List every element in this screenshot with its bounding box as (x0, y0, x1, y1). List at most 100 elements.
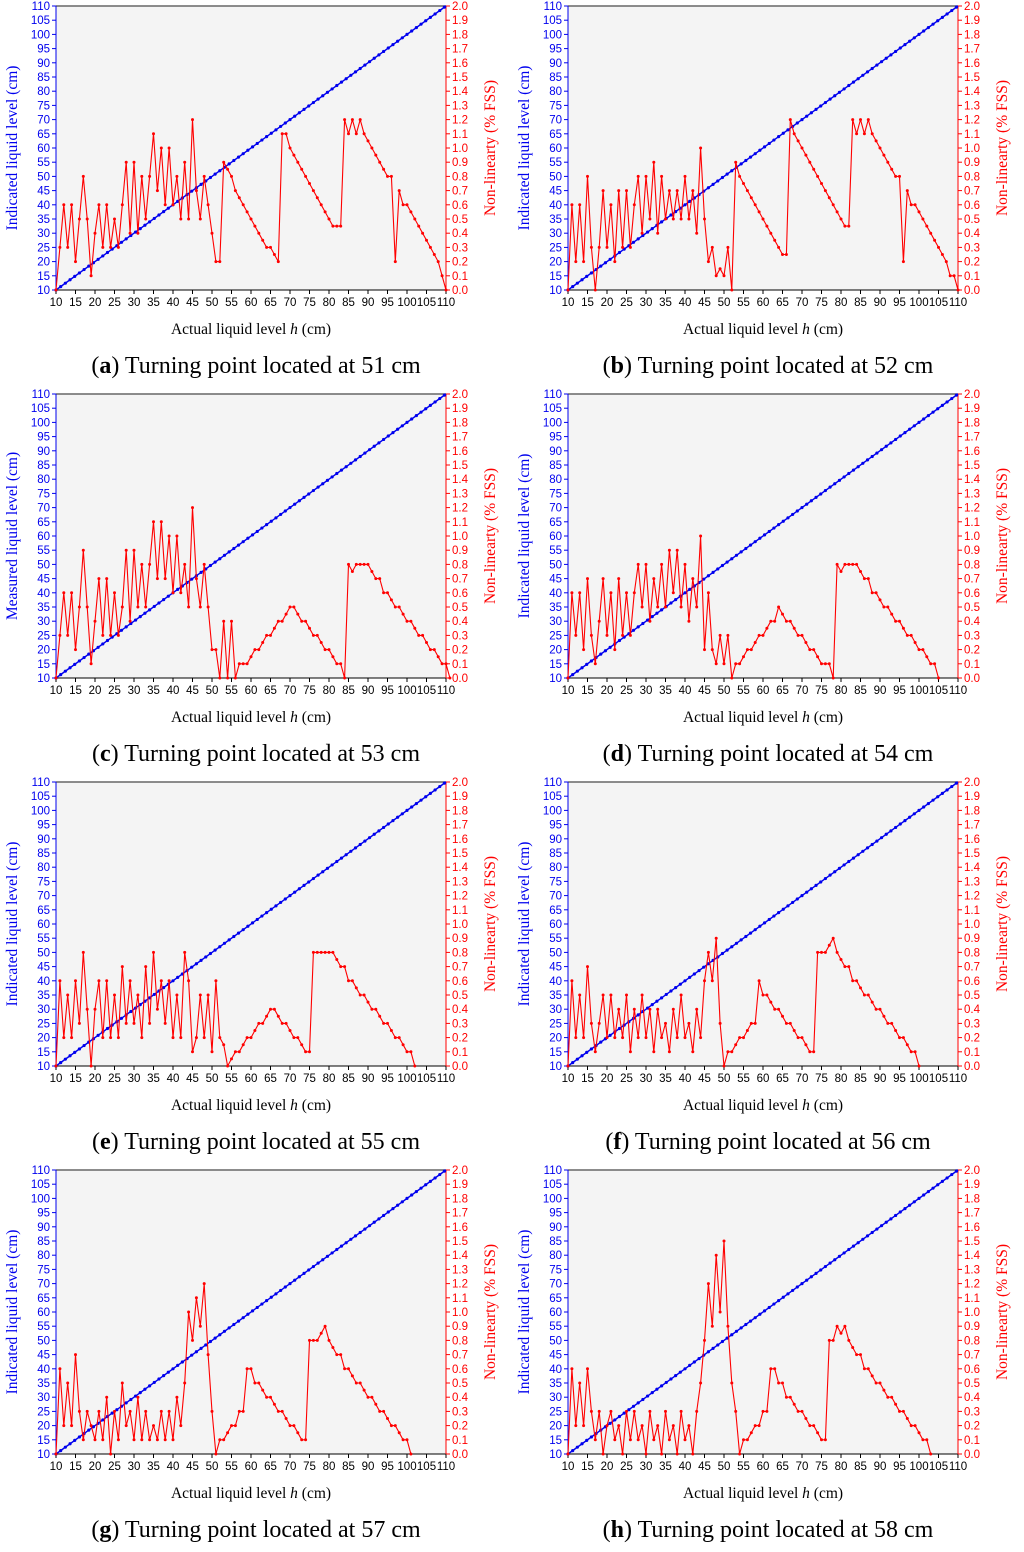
x-tick-label: 50 (206, 1073, 219, 1085)
indicated-level-point (133, 1394, 138, 1398)
indicated-level-point (133, 230, 138, 234)
indicated-level-point (636, 1401, 640, 1405)
nonlinearity-point (683, 174, 687, 178)
indicated-level-point (138, 615, 142, 619)
nonlinearity-point (609, 1409, 613, 1413)
indicated-level-point (321, 94, 325, 98)
y-left-tick-label: 80 (549, 862, 562, 874)
nonlinearity-point (687, 619, 691, 623)
panel-letter: h (610, 1517, 625, 1543)
indicated-level-point (138, 1391, 142, 1395)
nonlinearity-point (374, 577, 378, 581)
indicated-level-point (124, 237, 128, 241)
nonlinearity-point (905, 1043, 909, 1047)
x-tick-label: 75 (815, 297, 828, 309)
nonlinearity-point (769, 1000, 773, 1004)
y-left-tick-label: 70 (549, 891, 562, 903)
indicated-level-point (307, 880, 311, 884)
nonlinearity-point (788, 1021, 792, 1025)
indicated-level-point (865, 846, 870, 850)
indicated-level-point (250, 1309, 255, 1313)
indicated-level-point (246, 924, 250, 928)
nonlinearity-point (249, 1367, 253, 1371)
x-tick-label: 15 (581, 1461, 594, 1473)
y-right-tick-label: 1.3 (452, 1264, 468, 1276)
indicated-level-point (777, 1299, 781, 1303)
y-left-tick-label: 10 (37, 1061, 50, 1073)
indicated-level-point (617, 1026, 622, 1031)
y-right-tick-label: 0.2 (452, 257, 468, 269)
x-tick-label: 95 (893, 685, 906, 697)
indicated-level-point (908, 39, 912, 43)
panel-caption-text: Turning point located at 52 cm (637, 353, 934, 379)
y-left-axis-label: Indicated liquid level (cm) (516, 1230, 533, 1395)
indicated-level-point (325, 478, 330, 482)
indicated-level-point (218, 1333, 222, 1337)
nonlinearity-point (874, 1007, 878, 1011)
nonlinearity-point (327, 217, 331, 221)
y-right-tick-label: 0.9 (964, 157, 980, 169)
nonlinearity-point (315, 633, 319, 637)
y-right-tick-label: 0.6 (964, 588, 980, 600)
y-left-tick-label: 15 (549, 659, 562, 671)
indicated-level-point (176, 199, 180, 203)
nonlinearity-point (628, 1050, 632, 1054)
nonlinearity-point (120, 965, 124, 969)
y-right-tick-label: 1.8 (964, 417, 980, 429)
indicated-level-point (725, 560, 729, 564)
nonlinearity-point (925, 655, 929, 659)
x-tick-label: 50 (206, 685, 219, 697)
indicated-level-point (912, 812, 916, 816)
nonlinearity-point (683, 562, 687, 566)
y-left-tick-label: 20 (37, 645, 50, 657)
indicated-level-point (767, 1305, 771, 1310)
x-tick-label: 95 (381, 1073, 394, 1085)
nonlinearity-point (726, 633, 730, 637)
panel-caption-text: Turning point located at 55 cm (124, 1129, 420, 1155)
y-right-tick-label: 1.4 (964, 862, 981, 874)
indicated-level-point (833, 1258, 837, 1262)
nonlinearity-point (726, 245, 730, 249)
nonlinearity-point (374, 1007, 378, 1011)
x-tick-label: 55 (225, 1073, 238, 1085)
nonlinearity-point (292, 1036, 296, 1040)
nonlinearity-point (886, 1021, 890, 1025)
indicated-level-point (748, 931, 753, 935)
x-tick-label: 20 (89, 297, 102, 309)
x-tick-label: 105 (929, 1073, 948, 1085)
y-left-tick-label: 110 (544, 777, 562, 789)
nonlinearity-point (128, 231, 132, 235)
y-right-tick-label: 1.1 (964, 517, 980, 529)
nonlinearity-point (566, 676, 570, 680)
indicated-level-point (879, 60, 884, 64)
indicated-level-point (269, 519, 273, 523)
indicated-level-point (767, 141, 771, 146)
y-right-tick-label: 1.0 (452, 531, 468, 543)
indicated-level-point (940, 1179, 944, 1183)
y-left-tick-label: 70 (549, 503, 562, 515)
indicated-level-point (814, 107, 818, 111)
indicated-level-point (77, 1047, 81, 1051)
nonlinearity-point (347, 562, 350, 566)
y-right-tick-label: 1.1 (964, 905, 980, 917)
nonlinearity-point (257, 1381, 261, 1385)
x-tick-label: 75 (815, 1073, 828, 1085)
nonlinearity-point (140, 1438, 144, 1442)
nonlinearity-point (202, 562, 206, 566)
x-tick-label: 15 (581, 1073, 594, 1085)
nonlinearity-point (664, 1409, 667, 1413)
nonlinearity-point (152, 950, 155, 954)
indicated-level-point (940, 791, 944, 795)
nonlinearity-point (163, 1021, 167, 1025)
indicated-level-point (442, 393, 447, 397)
x-tick-label: 25 (108, 685, 121, 697)
nonlinearity-point (292, 153, 296, 157)
nonlinearity-point (621, 1452, 625, 1456)
indicated-level-point (265, 911, 269, 915)
panel-caption-a: (a) Turning point located at 51 cm (91, 353, 421, 379)
indicated-level-point (119, 240, 124, 244)
nonlinearity-point (855, 1353, 859, 1357)
nonlinearity-point (202, 1282, 206, 1286)
y-left-tick-label: 100 (31, 29, 50, 41)
indicated-level-point (133, 618, 138, 622)
